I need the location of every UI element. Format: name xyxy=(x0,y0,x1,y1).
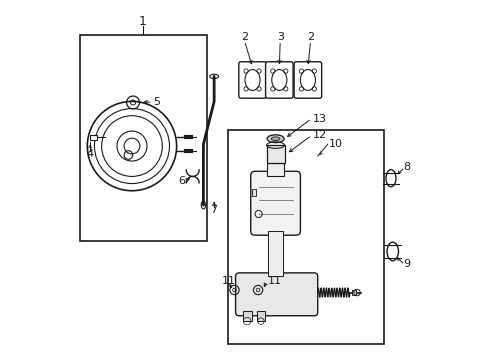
Text: 13: 13 xyxy=(312,114,325,124)
Bar xyxy=(351,290,355,296)
Text: 7: 7 xyxy=(210,205,217,215)
Text: 10: 10 xyxy=(328,139,342,149)
Bar xyxy=(90,135,97,140)
FancyBboxPatch shape xyxy=(238,62,266,98)
Bar xyxy=(252,189,256,196)
Bar xyxy=(266,145,284,163)
Text: 11: 11 xyxy=(221,276,235,286)
Text: 2: 2 xyxy=(241,32,247,42)
FancyBboxPatch shape xyxy=(294,62,321,98)
Text: 8: 8 xyxy=(403,162,410,172)
FancyBboxPatch shape xyxy=(250,171,300,235)
Text: 1: 1 xyxy=(139,14,146,27)
Bar xyxy=(242,311,251,321)
Bar xyxy=(228,130,383,344)
Bar xyxy=(266,163,284,176)
Text: 5: 5 xyxy=(153,97,160,107)
Ellipse shape xyxy=(271,137,279,140)
Bar xyxy=(267,231,283,276)
Text: 11: 11 xyxy=(267,276,281,286)
Text: 9: 9 xyxy=(403,259,410,269)
Text: 12: 12 xyxy=(312,130,326,140)
Text: 2: 2 xyxy=(306,32,313,42)
Text: 6: 6 xyxy=(178,176,185,186)
Ellipse shape xyxy=(266,135,284,143)
FancyBboxPatch shape xyxy=(235,273,317,316)
Bar xyxy=(80,35,206,241)
FancyBboxPatch shape xyxy=(265,62,292,98)
Text: 4: 4 xyxy=(86,149,94,159)
Text: 3: 3 xyxy=(276,32,283,42)
Bar xyxy=(257,311,264,321)
